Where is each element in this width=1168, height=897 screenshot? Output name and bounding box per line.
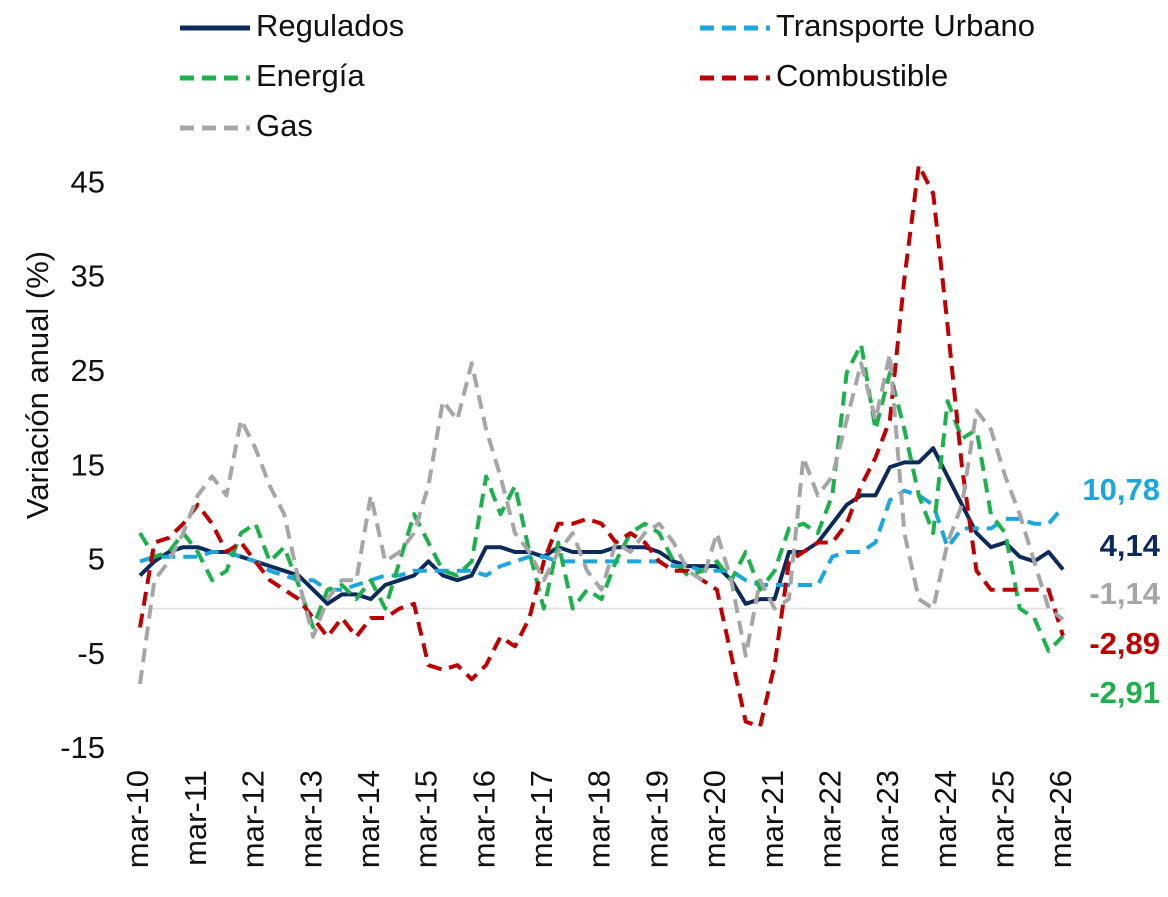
- x-tick-label: mar-21: [755, 770, 790, 868]
- y-tick-label: 35: [71, 259, 105, 294]
- y-tick-label: -15: [60, 730, 105, 765]
- x-tick-label: mar-23: [870, 770, 905, 868]
- x-tick-label: mar-26: [1043, 770, 1078, 868]
- x-tick-label: mar-18: [582, 770, 617, 868]
- legend-label: Regulados: [256, 8, 404, 43]
- end-label: -2,89: [1089, 626, 1160, 661]
- x-tick-label: mar-25: [986, 770, 1021, 868]
- legend-label: Combustible: [776, 58, 948, 93]
- y-tick-label: 45: [71, 164, 105, 199]
- x-tick-label: mar-17: [524, 770, 559, 868]
- y-axis-label: Variación anual (%): [20, 251, 55, 519]
- x-tick-label: mar-14: [351, 770, 386, 868]
- x-tick-label: mar-10: [120, 770, 155, 868]
- x-tick-label: mar-20: [697, 770, 732, 868]
- x-tick-label: mar-16: [466, 770, 501, 868]
- series-line: [138, 446, 1065, 606]
- y-tick-label: 5: [88, 542, 105, 577]
- x-tick-label: mar-12: [236, 770, 271, 868]
- y-tick-label: 15: [71, 447, 105, 482]
- end-label: -2,91: [1089, 675, 1160, 710]
- x-tick-label: mar-22: [812, 770, 847, 868]
- end-label: 4,14: [1100, 528, 1161, 563]
- end-label: -1,14: [1089, 576, 1160, 611]
- series-line: [138, 163, 1065, 729]
- y-tick-label: -5: [77, 636, 105, 671]
- legend-label: Gas: [256, 108, 313, 143]
- x-tick-label: mar-13: [293, 770, 328, 868]
- x-tick-label: mar-24: [928, 770, 963, 868]
- legend-label: Energía: [256, 58, 365, 93]
- series-line: [138, 342, 1065, 653]
- x-tick-label: mar-19: [639, 770, 674, 868]
- legend-label: Transporte Urbano: [776, 8, 1035, 43]
- end-label: 10,78: [1082, 472, 1160, 507]
- x-tick-label: mar-11: [178, 770, 213, 866]
- y-tick-label: 25: [71, 353, 105, 388]
- series-line: [138, 351, 1065, 685]
- series-line: [139, 488, 1065, 592]
- x-tick-label: mar-15: [409, 770, 444, 868]
